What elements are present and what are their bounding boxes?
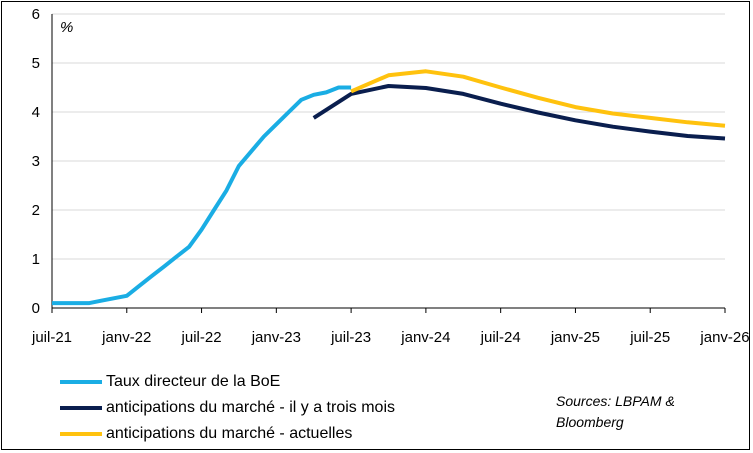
y-tick-label: 6 xyxy=(32,6,40,23)
legend: Taux directeur de la BoE anticipations d… xyxy=(60,369,395,447)
y-tick-label: 3 xyxy=(32,153,40,170)
legend-item-boe-rate: Taux directeur de la BoE xyxy=(60,369,395,395)
x-tick-label: juil-22 xyxy=(181,329,222,346)
gridlines xyxy=(51,13,726,313)
x-tick-label: juil-25 xyxy=(629,329,670,346)
x-tick-label: juil-21 xyxy=(31,329,72,346)
x-tick-label: juil-24 xyxy=(480,329,521,346)
legend-swatch-current xyxy=(60,432,102,436)
x-tick-label: janv-22 xyxy=(101,329,151,346)
series-line-0 xyxy=(52,85,352,306)
series-lines xyxy=(52,69,726,306)
x-tick-label: janv-25 xyxy=(550,329,600,346)
series-line-1 xyxy=(312,84,726,141)
y-tick-label: 4 xyxy=(32,104,40,121)
series-line-2 xyxy=(350,69,726,128)
legend-item-current: anticipations du marché - actuelles xyxy=(60,421,395,447)
legend-label-three-months-ago: anticipations du marché - il y a trois m… xyxy=(106,399,395,416)
legend-swatch-boe-rate xyxy=(60,380,102,384)
x-tick-label: juil-23 xyxy=(330,329,371,346)
x-tick-label: janv-24 xyxy=(400,329,450,346)
legend-item-three-months-ago: anticipations du marché - il y a trois m… xyxy=(60,395,395,421)
x-axis-ticks: juil-21 janv-22 juil-22 janv-23 juil-23 janv-… xyxy=(31,329,750,346)
y-tick-label: 2 xyxy=(32,202,40,219)
y-tick-label: 1 xyxy=(32,251,40,268)
y-tick-label: 5 xyxy=(32,55,40,72)
sources-note: Sources: LBPAM & Bloomberg xyxy=(556,393,675,430)
y-tick-label: 0 xyxy=(32,300,40,317)
y-axis-unit-label: % xyxy=(60,19,73,36)
y-axis-ticks: 0 1 2 3 4 5 6 xyxy=(32,6,40,317)
legend-label-current: anticipations du marché - actuelles xyxy=(106,425,353,442)
x-tick-label: janv-23 xyxy=(251,329,301,346)
x-tick-label: janv-26 xyxy=(699,329,749,346)
legend-swatch-three-months-ago xyxy=(60,406,102,410)
legend-label-boe-rate: Taux directeur de la BoE xyxy=(106,373,281,390)
